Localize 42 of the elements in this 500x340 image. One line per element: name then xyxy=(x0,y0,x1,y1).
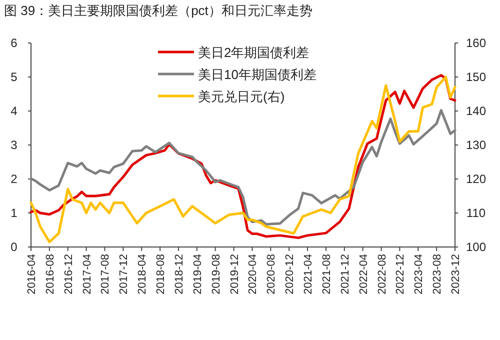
x-tick-label: 2018-04 xyxy=(136,254,149,294)
legend-label: 美日10年期国债利差 xyxy=(198,67,316,82)
x-tick-label: 2023-08 xyxy=(432,254,444,294)
y2-tick-label: 160 xyxy=(466,36,486,50)
x-tick-label: 2019-04 xyxy=(192,254,204,294)
x-tick-label: 2017-08 xyxy=(100,254,112,294)
legend-label: 美日2年期国债利差 xyxy=(198,45,310,60)
x-tick-label: 2020-12 xyxy=(284,254,296,294)
x-tick-label: 2019-08 xyxy=(210,254,222,294)
x-tick-label: 2016-04 xyxy=(26,254,38,294)
x-tick-label: 2019-12 xyxy=(228,254,241,294)
y2-tick-label: 100 xyxy=(466,240,486,254)
x-tick-label: 2021-08 xyxy=(320,254,333,294)
y-tick-label: 3 xyxy=(10,138,18,152)
y-tick-label: 5 xyxy=(10,70,18,84)
x-tick-label: 2021-04 xyxy=(302,254,315,294)
x-tick-label: 2018-08 xyxy=(155,254,168,294)
x-tick-label: 2016-12 xyxy=(62,254,75,294)
y2-tick-label: 150 xyxy=(466,70,486,84)
x-tick-label: 2016-08 xyxy=(44,254,56,294)
x-tick-label: 2022-12 xyxy=(394,254,407,294)
x-tick-label: 2023-04 xyxy=(413,254,426,294)
x-tick-label: 2021-12 xyxy=(339,254,352,294)
y-tick-label: 2 xyxy=(10,172,18,186)
x-tick-label: 2018-12 xyxy=(173,254,186,294)
y-tick-label: 1 xyxy=(10,206,18,220)
x-tick-label: 2017-04 xyxy=(81,254,94,294)
x-tick-label: 2022-04 xyxy=(358,254,370,294)
y-tick-label: 4 xyxy=(10,104,18,118)
y2-tick-label: 140 xyxy=(466,104,486,118)
y2-tick-label: 110 xyxy=(466,206,486,220)
legend-label: 美元兑日元(右) xyxy=(198,89,285,104)
x-tick-label: 2017-12 xyxy=(118,254,130,294)
y2-tick-label: 130 xyxy=(466,138,486,152)
title: 图 39：美日主要期限国债利差（pct）和日元汇率走势 xyxy=(4,3,312,18)
x-tick-label: 2020-08 xyxy=(266,254,278,294)
x-tick-label: 2022-08 xyxy=(376,254,388,294)
x-tick-label: 2020-04 xyxy=(247,254,260,294)
y2-tick-label: 120 xyxy=(466,172,486,186)
y-tick-label: 6 xyxy=(10,36,18,50)
x-tick-label: 2023-12 xyxy=(450,254,462,294)
y-tick-label: 0 xyxy=(10,240,18,254)
